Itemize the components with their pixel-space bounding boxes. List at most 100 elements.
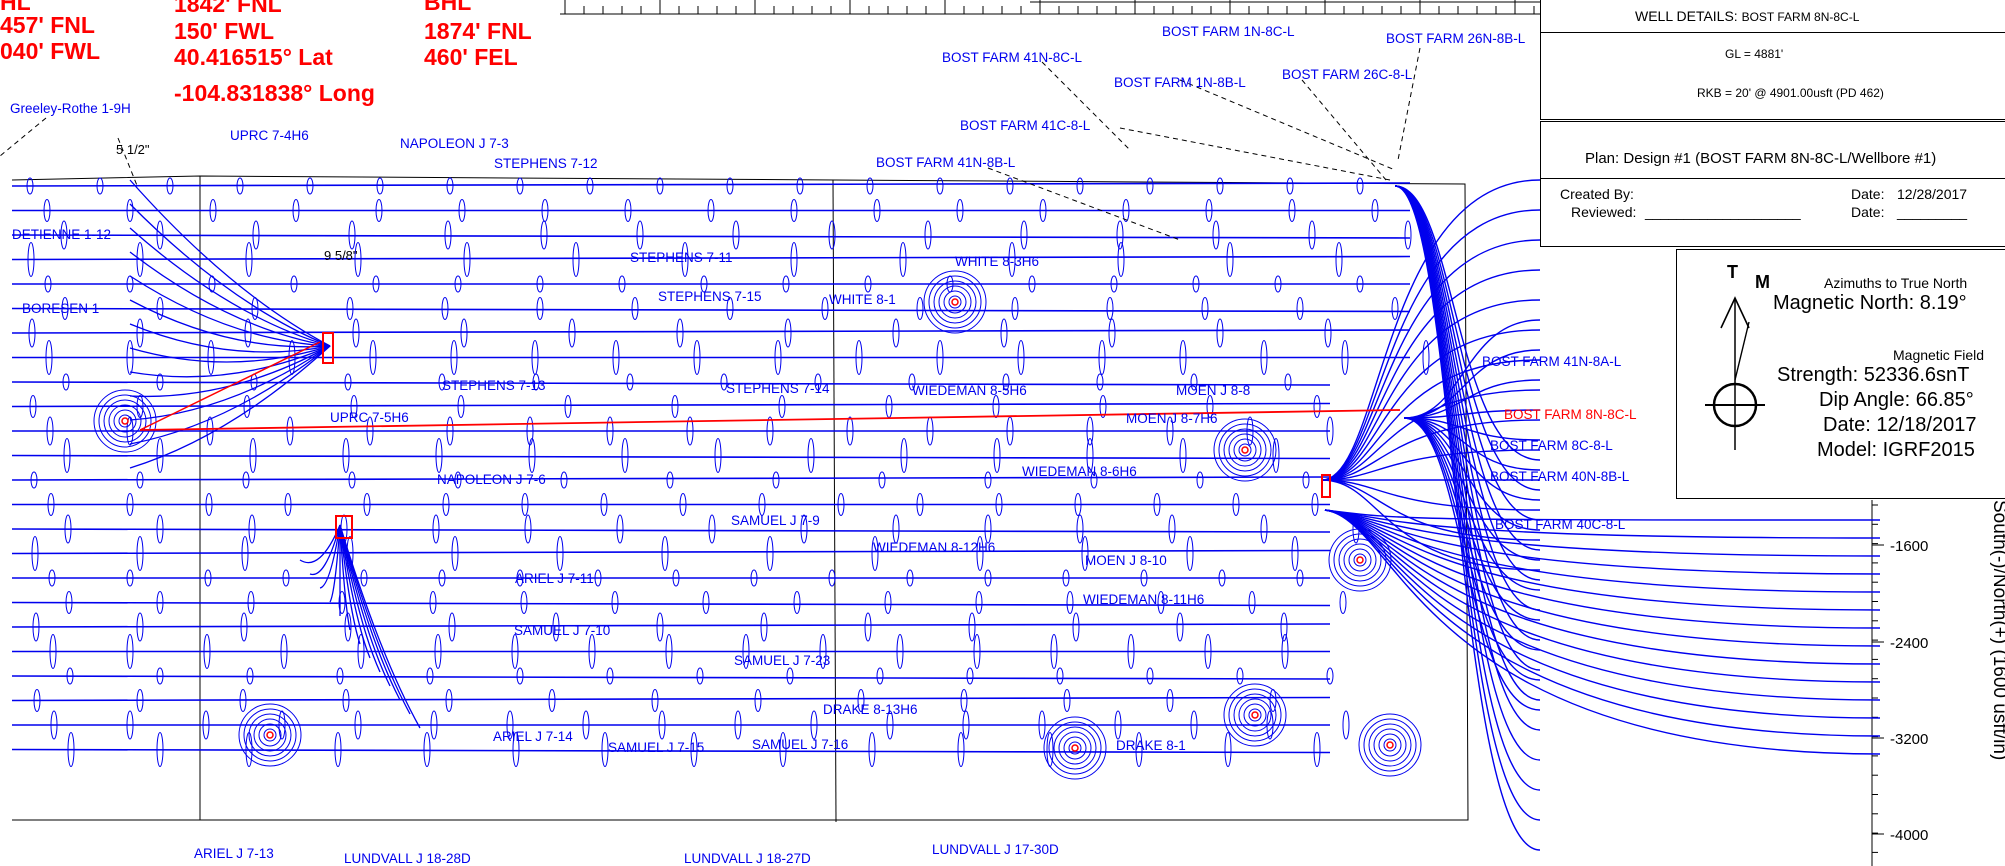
target-circle	[928, 275, 982, 329]
uncertainty-ellipse	[1166, 689, 1174, 712]
uncertainty-ellipse	[1110, 275, 1118, 293]
uncertainty-ellipse	[866, 177, 874, 195]
pad-trajectory	[129, 299, 331, 348]
uncertainty-ellipse	[344, 373, 352, 391]
uncertainty-ellipse	[444, 220, 452, 250]
uncertainty-ellipse	[1335, 242, 1343, 277]
pad-trajectory	[1394, 185, 1541, 461]
uncertainty-ellipse	[166, 177, 174, 195]
uncertainty-ellipse	[821, 297, 829, 320]
uncertainty-ellipse	[992, 395, 1000, 418]
pad-trajectory	[1403, 349, 1541, 419]
uncertainty-ellipse	[1272, 438, 1280, 473]
uncertainty-ellipse	[376, 177, 384, 195]
pad-trajectory	[1324, 509, 1881, 647]
pad-trajectory	[1394, 185, 1541, 491]
uncertainty-ellipse	[446, 177, 454, 195]
well-label: BOST FARM 40N-8B-L	[1490, 469, 1630, 484]
well-label: WIEDEMAN 8-6H6	[1022, 464, 1137, 479]
well-label: BOST FARM 1N-8B-L	[1114, 75, 1246, 90]
pad-trajectory	[129, 203, 331, 347]
target-circle	[1228, 433, 1262, 467]
target-circle	[1353, 553, 1367, 567]
uncertainty-ellipse	[1179, 340, 1187, 375]
target-circle	[943, 290, 967, 314]
uncertainty-ellipse	[363, 493, 371, 516]
target-circle	[1348, 548, 1372, 572]
target-circle	[1053, 726, 1097, 770]
target-circle	[1223, 428, 1267, 472]
axis-tick-label: -1600	[1890, 538, 1929, 555]
uncertainty-ellipse	[516, 177, 524, 195]
uncertainty-ellipse	[1280, 612, 1288, 642]
uncertainty-ellipse	[1216, 318, 1224, 348]
casing-label-5-1-2: 5 1/2"	[116, 142, 150, 157]
planned-wellbore	[139, 409, 1401, 431]
uncertainty-ellipse	[975, 591, 983, 614]
pad-trajectory	[339, 524, 381, 673]
label-leader	[0, 117, 47, 157]
uncertainty-ellipse	[976, 536, 984, 571]
uncertainty-ellipse	[1308, 220, 1316, 250]
pad-trajectory	[1321, 359, 1541, 481]
uncertainty-ellipse	[209, 199, 217, 222]
uncertainty-ellipse	[67, 732, 75, 767]
uncertainty-ellipse	[612, 340, 620, 375]
uncertainty-ellipse	[1311, 493, 1319, 516]
uncertainty-ellipse	[766, 536, 774, 571]
pad-trajectory	[1403, 417, 1541, 561]
uncertainty-ellipse	[896, 634, 904, 669]
uncertainty-ellipse	[586, 177, 594, 195]
well-label: UPRC 7-4H6	[230, 128, 309, 143]
uncertainty-ellipse	[375, 199, 383, 222]
uncertainty-ellipse	[600, 493, 608, 516]
uncertainty-ellipse	[1108, 318, 1116, 348]
uncertainty-ellipse	[618, 275, 626, 293]
pad-trajectory	[309, 524, 341, 576]
uncertainty-ellipse	[438, 373, 446, 391]
uncertainty-ellipse	[899, 242, 907, 277]
reviewed-blank: ____________________	[1645, 204, 1801, 220]
uncertainty-ellipse	[679, 493, 687, 516]
pad-trajectory	[339, 524, 421, 729]
uncertainty-ellipse	[606, 667, 614, 685]
uncertainty-ellipse	[423, 732, 431, 767]
uncertainty-ellipse	[1326, 416, 1334, 446]
lateral-trajectory	[11, 696, 1331, 702]
lateral-trajectory	[11, 329, 1411, 334]
uncertainty-ellipse	[779, 732, 787, 767]
target-circle	[1383, 738, 1397, 752]
well-label: BOST FARM 8C-8-L	[1490, 438, 1613, 453]
uncertainty-ellipse	[241, 536, 249, 571]
plan-name: Plan: Design #1 (BOST FARM 8N-8C-L/Wellb…	[1585, 150, 1937, 167]
magnetic-model: Model: IGRF2015	[1817, 439, 1975, 461]
uncertainty-ellipse	[1302, 471, 1310, 489]
magnetic-date: Date: 12/18/2017	[1823, 414, 1977, 436]
uncertainty-ellipse	[28, 318, 36, 348]
uncertainty-ellipse	[796, 177, 804, 195]
y-axis-label: South(-)/North(+) (1600 usft/in)	[1989, 500, 2005, 761]
uncertainty-ellipse	[1140, 569, 1148, 587]
uncertainty-ellipse	[136, 242, 144, 277]
uncertainty-ellipse	[511, 634, 519, 669]
uncertainty-ellipse	[973, 634, 981, 669]
uncertainty-ellipse	[814, 373, 822, 391]
well-label: NAPOLEON J 7-3	[400, 136, 509, 151]
mid-long: -104.831838° Long	[174, 80, 375, 106]
uncertainty-ellipse	[354, 242, 362, 277]
uncertainty-ellipse	[1090, 471, 1098, 489]
pad-trajectory	[1324, 509, 1881, 719]
target-circle	[1048, 721, 1102, 775]
uncertainty-ellipse	[126, 710, 134, 740]
target-circle	[1373, 728, 1407, 762]
uncertainty-ellipse	[292, 199, 300, 222]
lateral-trajectory	[11, 623, 1331, 628]
uncertainty-ellipse	[49, 634, 57, 669]
uncertainty-ellipse	[156, 297, 164, 320]
lateral-trajectory	[11, 381, 1331, 386]
uncertainty-ellipse	[900, 438, 908, 473]
well-label: Greeley-Rothe 1-9H	[10, 101, 131, 116]
uncertainty-ellipse	[202, 710, 210, 740]
well-details-name: BOST FARM 8N-8C-L	[1741, 10, 1860, 24]
uncertainty-ellipse	[1341, 340, 1349, 375]
